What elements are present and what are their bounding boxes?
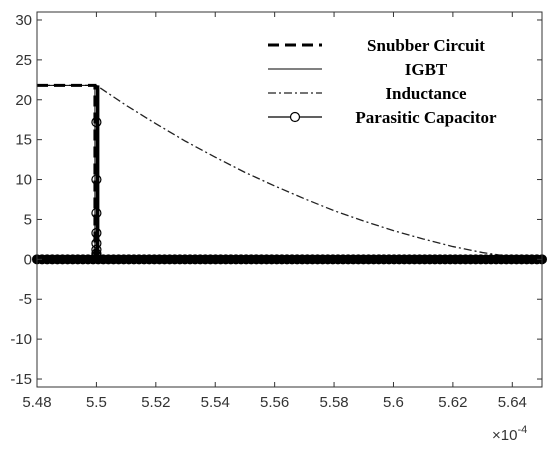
series-parasitic-capacitor-marker [91, 207, 102, 219]
y-tick-label: -15 [10, 371, 32, 388]
x-exponent-label: ×10-4 [492, 424, 527, 444]
x-tick-label: 5.54 [201, 394, 230, 411]
legend-label-inductance: Inductance [385, 84, 467, 103]
data-layer [32, 83, 547, 265]
x-tick-label: 5.56 [260, 394, 289, 411]
y-tick-label: 30 [15, 12, 32, 29]
y-tick-label: 20 [15, 92, 32, 109]
x-tick-label: 5.6 [383, 394, 404, 411]
y-tick-label: -5 [19, 291, 32, 308]
series-parasitic-capacitor-marker [91, 117, 102, 128]
y-tick-label: 25 [15, 52, 32, 69]
axes-box [36, 11, 543, 388]
plot-area-background [37, 12, 542, 387]
x-tick-label: 5.5 [86, 394, 107, 411]
legend-label-parasitic-capacitor: Parasitic Capacitor [355, 108, 497, 127]
y-tick-label: 15 [15, 132, 32, 149]
series-parasitic-capacitor-marker [91, 227, 102, 239]
y-tick-label: -10 [10, 331, 32, 348]
legend-label-snubber-circuit: Snubber Circuit [367, 36, 485, 55]
series-parasitic-capacitor-marker [91, 238, 102, 249]
series-parasitic-capacitor-marker [91, 174, 102, 185]
series-inductance-line [37, 84, 543, 260]
y-tick-label: 0 [24, 251, 32, 268]
y-tick-label: 5 [24, 211, 32, 228]
series-parasitic-capacitor-marker [91, 244, 102, 255]
x-exponent-power: -4 [517, 424, 527, 436]
x-tick-label: 5.48 [22, 394, 51, 411]
x-tick-label: 5.64 [498, 394, 527, 411]
legend-label-igbt: IGBT [405, 60, 448, 79]
y-tick-label: 10 [15, 172, 32, 189]
legend-marker-parasitic-capacitor [289, 111, 301, 123]
legend: Snubber Circuit IGBT Inductance Parasitic C… [268, 36, 497, 127]
x-tick-label: 5.52 [141, 394, 170, 411]
x-tick-label: 5.62 [438, 394, 467, 411]
x-tick-label: 5.58 [319, 394, 348, 411]
